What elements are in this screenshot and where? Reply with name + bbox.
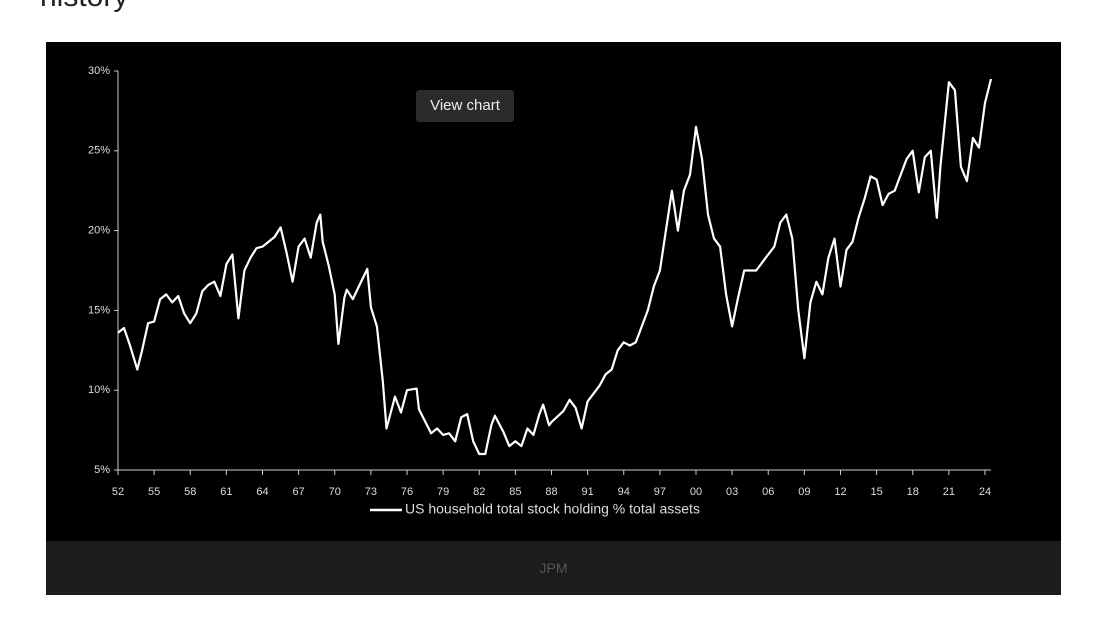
y-tick-label: 10%: [88, 384, 110, 396]
x-tick-label: 73: [365, 486, 377, 498]
x-tick-label: 67: [292, 486, 304, 498]
x-tick-label: 52: [112, 486, 124, 498]
series-line: [117, 78, 993, 456]
x-tick-label: 03: [726, 486, 738, 498]
x-tick-label: 85: [509, 486, 521, 498]
x-tick-label: 15: [870, 486, 882, 498]
x-tick-label: 24: [979, 486, 991, 498]
chart-frame: [46, 42, 1061, 595]
y-tick-label: 20%: [88, 225, 110, 237]
x-tick-label: 12: [834, 486, 846, 498]
x-tick-label: 79: [437, 486, 449, 498]
x-tick-label: 97: [654, 486, 666, 498]
x-tick-label: 00: [690, 486, 702, 498]
y-tick-label: 30%: [88, 65, 110, 77]
x-tick-label: 58: [184, 486, 196, 498]
x-tick-label: 21: [943, 486, 955, 498]
x-tick-label: 76: [401, 486, 413, 498]
legend-label: US household total stock holding % total…: [405, 501, 700, 517]
x-tick-label: 94: [618, 486, 630, 498]
y-tick-label: 5%: [94, 464, 110, 476]
caption: JPM: [46, 541, 1061, 595]
x-tick-label: 64: [256, 486, 268, 498]
x-tick-label: 55: [148, 486, 160, 498]
x-tick-label: 82: [473, 486, 485, 498]
x-tick-label: 91: [581, 486, 593, 498]
heading: history: [40, 0, 128, 14]
x-tick-label: 88: [545, 486, 557, 498]
x-tick-label: 06: [762, 486, 774, 498]
x-tick-label: 09: [798, 486, 810, 498]
y-tick-label: 15%: [88, 304, 110, 316]
y-tick-label: 25%: [88, 145, 110, 157]
view-chart-button[interactable]: View chart: [416, 90, 514, 122]
x-tick-label: 18: [907, 486, 919, 498]
x-tick-label: 61: [220, 486, 232, 498]
x-tick-label: 70: [329, 486, 341, 498]
